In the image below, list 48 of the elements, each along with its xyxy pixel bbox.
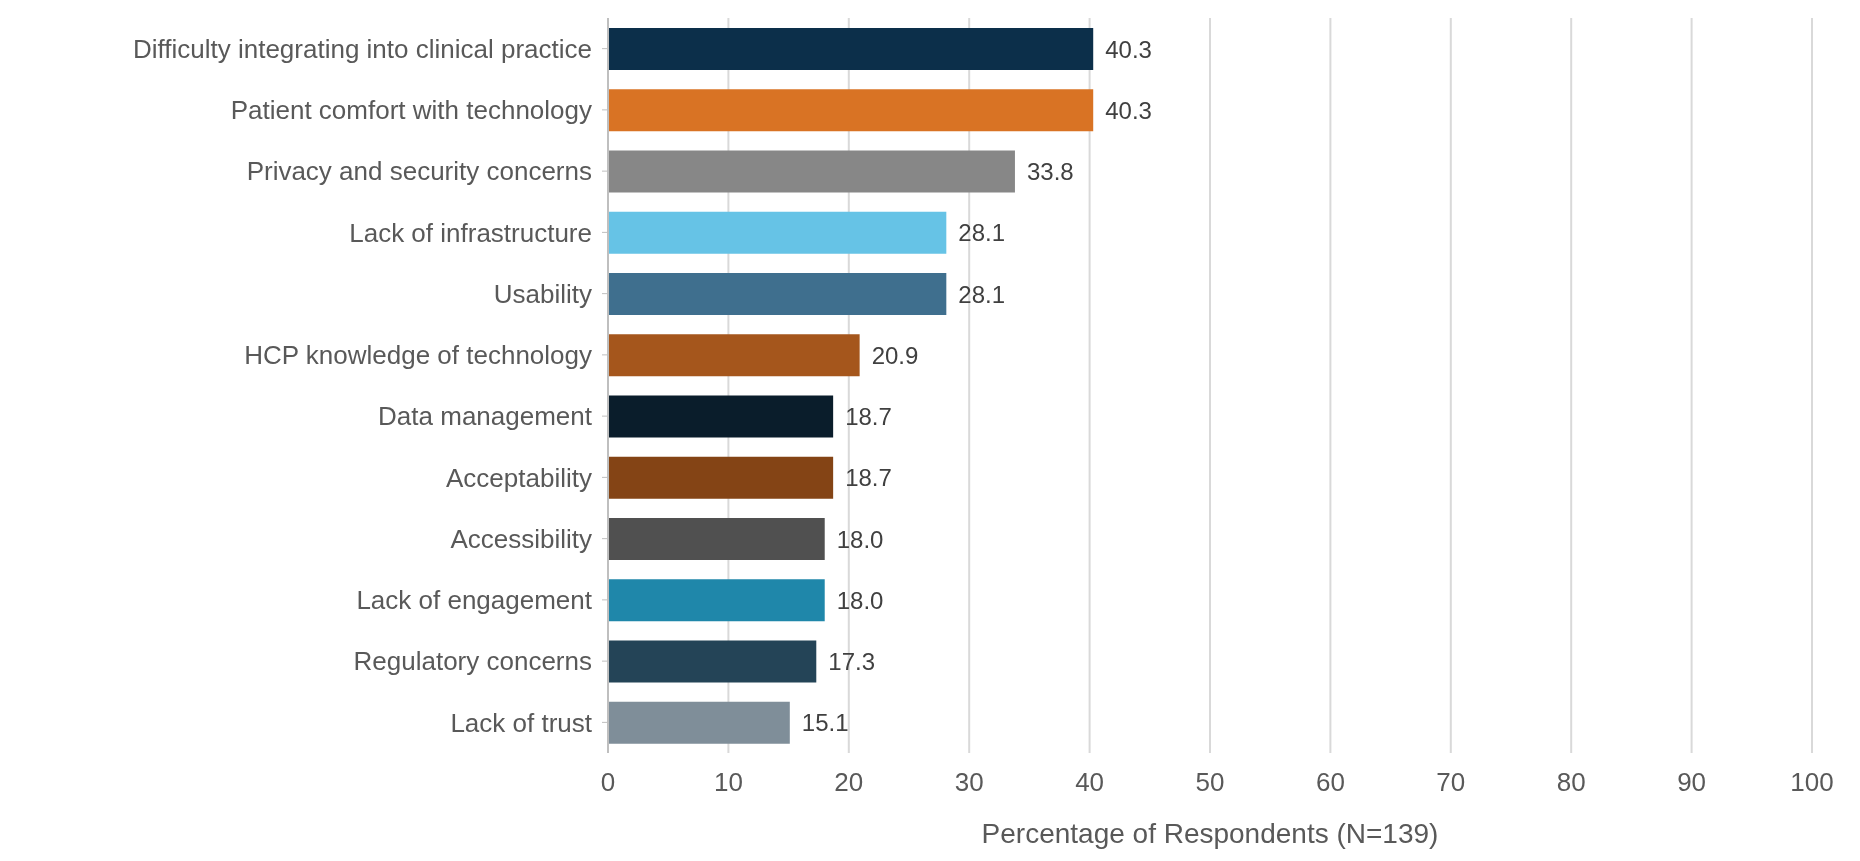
x-tick-label: 10 [713,767,743,798]
y-tick-label: Accessibility [450,523,592,554]
bar [608,395,834,438]
data-label: 28.1 [958,219,1006,247]
x-tick-label: 60 [1315,767,1345,798]
y-tick-label: Lack of engagement [356,585,593,616]
data-label: 18.0 [836,525,884,553]
bar [608,640,817,683]
y-tick-label: Patient comfort with technology [230,95,592,126]
x-tick-label: 100 [1790,767,1834,798]
x-tick-label: 20 [834,767,864,798]
data-label: 40.3 [1105,35,1152,63]
bar [608,273,947,315]
x-tick-label: 90 [1677,767,1707,798]
y-tick-label: Lack of infrastructure [349,217,592,248]
bar [608,456,834,499]
data-label: 15.1 [801,709,849,737]
data-label: 40.3 [1105,96,1152,124]
y-tick-label: Difficulty integrating into clinical practice [132,33,592,64]
y-tick-label: Lack of trust [450,707,593,738]
bar [608,89,1094,132]
data-label: 18.7 [845,464,892,492]
y-tick-label: Regulatory concerns [353,646,592,677]
bar [608,334,860,377]
x-tick-label: 0 [600,767,616,798]
bar [608,150,1015,193]
x-tick-label: 40 [1075,767,1105,798]
data-label: 33.8 [1026,158,1074,185]
y-tick-label: Usability [493,278,592,309]
x-tick-label: 80 [1556,767,1586,798]
x-axis-title: Percentage of Respondents (N=139) [981,818,1439,849]
x-tick-label: 70 [1436,767,1466,798]
bar [608,518,825,560]
bar [608,701,790,744]
y-tick-label: Privacy and security concerns [246,156,592,187]
bar [608,28,1094,70]
x-tick-label: 50 [1195,767,1225,798]
data-label: 20.9 [871,341,919,369]
x-tick-label: 30 [954,767,984,798]
y-tick-label: Data management [378,401,593,432]
data-label: 18.7 [845,403,892,430]
y-tick-label: Acceptability [446,462,592,493]
bar [608,579,825,622]
data-label: 18.0 [836,586,884,614]
y-tick-label: HCP knowledge of technology [244,340,592,371]
data-label: 17.3 [828,648,876,675]
bar [608,211,947,254]
data-label: 28.1 [958,280,1006,308]
